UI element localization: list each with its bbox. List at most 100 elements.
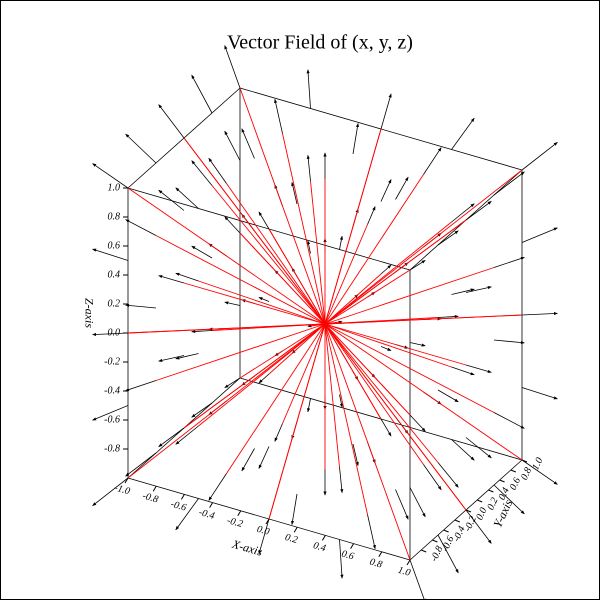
streamline [324, 169, 523, 325]
vector-arrow [451, 117, 475, 150]
x-tick [237, 510, 242, 517]
streamline [324, 323, 340, 468]
vector-arrow [423, 147, 442, 175]
vector-arrow [125, 219, 157, 236]
vector-arrow [521, 459, 558, 485]
vector-arrow [409, 487, 426, 518]
vector-arrow [380, 418, 392, 437]
vector-arrow [306, 69, 311, 109]
vector-arrow [258, 518, 270, 555]
z-axis-label: Z-axis [82, 298, 96, 328]
vector-arrow [451, 366, 475, 376]
x-tick [406, 559, 411, 566]
streamline [226, 183, 326, 325]
vector-arrow [437, 534, 459, 574]
vector-arrow [380, 93, 392, 130]
vector-arrow [493, 339, 525, 345]
streamline [324, 323, 452, 368]
vector-arrow [465, 437, 492, 459]
vector-arrow [409, 342, 426, 347]
vector-arrow [307, 398, 311, 413]
x-tick [152, 485, 157, 492]
vector-arrow [92, 248, 129, 261]
streamline [183, 282, 326, 325]
vector-arrow [409, 259, 426, 271]
x-tick-label: -0.4 [198, 507, 216, 522]
vector-arrow [395, 176, 409, 200]
streamline [310, 323, 326, 327]
vector-arrow [437, 230, 459, 246]
vector-arrow [175, 353, 199, 360]
streamline [127, 323, 326, 334]
y-tick-label: 0.8 [519, 466, 534, 482]
vector-arrow [380, 179, 392, 202]
vector-arrow [208, 157, 227, 184]
vector-arrow [175, 425, 199, 445]
vector-arrow [191, 245, 213, 259]
vector-arrow [92, 477, 129, 507]
y-tick-label: 0.0 [474, 506, 489, 522]
streamline [324, 269, 411, 325]
streamline [324, 323, 411, 416]
vector-arrow [258, 446, 270, 469]
vector-arrow [409, 414, 426, 432]
vector-arrow [380, 346, 392, 351]
y-tick [510, 469, 516, 473]
streamline [324, 174, 424, 325]
vector-arrow [521, 141, 558, 171]
y-tick [421, 549, 427, 553]
vector-arrow [92, 163, 129, 189]
streamline [324, 314, 523, 325]
x-tick-label: -0.6 [169, 499, 187, 514]
streamline [324, 267, 495, 325]
vector-arrow [224, 301, 241, 306]
vector-arrow [125, 303, 157, 309]
vector-arrow [290, 493, 298, 525]
vector-arrow [493, 171, 525, 196]
streamline [239, 87, 326, 325]
streamline [211, 185, 326, 325]
vector-arrow [125, 452, 157, 477]
streamline [268, 323, 326, 375]
x-tick [209, 502, 214, 508]
vector-arrow [437, 462, 459, 488]
vector-arrow [306, 154, 311, 182]
vector-arrow [352, 123, 360, 155]
vector-arrow [191, 74, 213, 114]
streamline [198, 280, 326, 325]
y-tick [477, 499, 483, 503]
vector-arrow [158, 355, 185, 362]
y-tick [499, 479, 505, 483]
vector-arrow [409, 559, 426, 600]
z-tick-label: 0.0 [108, 327, 121, 338]
y-tick-label: 0.2 [485, 496, 500, 512]
z-tick-label: -0.8 [104, 443, 120, 454]
vector-arrow [307, 240, 311, 254]
streamline [324, 323, 523, 461]
streamline [226, 323, 326, 474]
streamline [183, 137, 326, 325]
y-tick [465, 509, 472, 513]
streamline [127, 323, 326, 479]
y-tick [454, 519, 460, 523]
streamline [127, 187, 326, 325]
streamline [268, 323, 326, 520]
x-tick [321, 535, 326, 541]
vector-arrow [339, 539, 344, 579]
z-tick-label: -0.6 [104, 414, 120, 425]
vector-arrow [451, 288, 475, 295]
vector-arrow [451, 203, 475, 223]
z-tick-label: 1.0 [108, 182, 121, 193]
y-tick [432, 539, 438, 543]
chart-title: Vector Field of (x, y, z) [227, 32, 413, 54]
vector-arrow [258, 373, 270, 384]
vector-arrow [274, 423, 283, 442]
x-tick-label: 0.2 [284, 532, 299, 546]
streamline [155, 323, 326, 381]
z-tick-label: 0.8 [108, 211, 121, 222]
vector-arrow [125, 380, 157, 392]
vector-arrow [395, 489, 409, 520]
vector-arrow [241, 448, 255, 472]
vector-arrow [339, 466, 344, 494]
vector-arrow [493, 256, 525, 268]
